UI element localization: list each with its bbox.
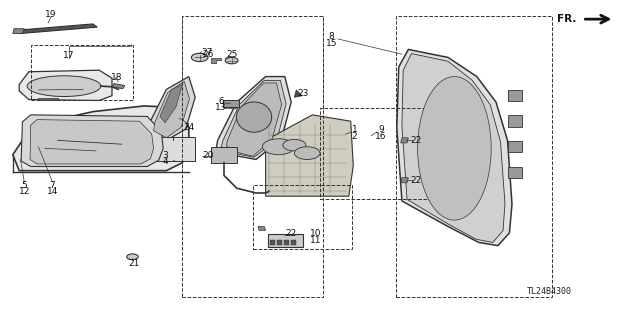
Bar — [233, 107, 236, 108]
Polygon shape — [154, 81, 189, 138]
Bar — [268, 234, 303, 247]
Text: 7: 7 — [50, 181, 55, 189]
Bar — [270, 240, 275, 245]
Bar — [253, 185, 352, 249]
Text: 27: 27 — [202, 48, 213, 57]
Polygon shape — [401, 138, 408, 143]
Text: 16: 16 — [375, 132, 387, 141]
Circle shape — [225, 57, 238, 64]
Text: FR.: FR. — [557, 14, 576, 24]
Polygon shape — [258, 226, 266, 230]
Polygon shape — [294, 90, 302, 97]
Text: 17: 17 — [63, 51, 75, 60]
Text: 22: 22 — [285, 229, 297, 238]
Circle shape — [283, 139, 306, 151]
Polygon shape — [227, 83, 282, 156]
Polygon shape — [401, 178, 408, 183]
Text: 22: 22 — [410, 136, 422, 145]
Text: 15: 15 — [326, 39, 337, 48]
Text: 23: 23 — [298, 89, 309, 98]
Text: 20: 20 — [202, 151, 214, 160]
Circle shape — [294, 147, 320, 160]
Polygon shape — [21, 115, 163, 167]
Bar — [508, 141, 522, 152]
Text: 14: 14 — [47, 187, 58, 196]
Text: 24: 24 — [183, 123, 195, 132]
Bar — [224, 107, 227, 108]
Text: 18: 18 — [111, 73, 123, 82]
Text: 25: 25 — [226, 50, 237, 59]
Polygon shape — [221, 80, 286, 157]
Bar — [277, 240, 282, 245]
Text: 11: 11 — [310, 236, 321, 245]
Text: 22: 22 — [410, 176, 422, 185]
Text: 26: 26 — [202, 50, 214, 59]
Polygon shape — [211, 58, 221, 63]
Bar — [508, 90, 522, 101]
Polygon shape — [30, 120, 154, 164]
Text: 6: 6 — [218, 97, 223, 106]
Bar — [291, 240, 296, 245]
Polygon shape — [16, 24, 97, 33]
Bar — [154, 137, 195, 161]
Ellipse shape — [417, 77, 492, 220]
Text: 8: 8 — [329, 32, 334, 41]
Polygon shape — [112, 84, 125, 89]
Text: 10: 10 — [310, 229, 321, 238]
Bar — [228, 107, 232, 108]
Polygon shape — [397, 49, 512, 246]
Bar — [31, 45, 133, 100]
Polygon shape — [216, 77, 291, 160]
Text: 19: 19 — [45, 10, 57, 19]
Bar — [223, 100, 239, 107]
Circle shape — [262, 139, 294, 155]
Polygon shape — [38, 98, 58, 100]
Text: 2: 2 — [352, 132, 357, 141]
Polygon shape — [13, 106, 189, 171]
Bar — [211, 147, 237, 163]
Text: 21: 21 — [129, 259, 140, 268]
Polygon shape — [160, 85, 182, 123]
Circle shape — [191, 53, 208, 62]
Polygon shape — [266, 115, 353, 196]
Text: 3: 3 — [163, 151, 168, 160]
Bar — [182, 16, 323, 297]
Bar — [284, 240, 289, 245]
Ellipse shape — [27, 76, 101, 96]
Text: 4: 4 — [163, 157, 168, 166]
Text: 9: 9 — [378, 125, 383, 134]
Text: 1: 1 — [352, 125, 357, 134]
Polygon shape — [19, 70, 112, 100]
Ellipse shape — [237, 102, 272, 132]
Polygon shape — [402, 54, 505, 242]
Polygon shape — [13, 29, 24, 33]
Bar — [320, 108, 438, 199]
Polygon shape — [148, 77, 195, 140]
Text: 5: 5 — [22, 181, 27, 189]
Bar — [396, 16, 552, 297]
Bar — [508, 167, 522, 178]
Text: 12: 12 — [19, 187, 30, 196]
Bar — [508, 115, 522, 127]
Text: 13: 13 — [215, 103, 227, 112]
Circle shape — [127, 254, 138, 260]
Text: TL24B4300: TL24B4300 — [527, 287, 572, 296]
